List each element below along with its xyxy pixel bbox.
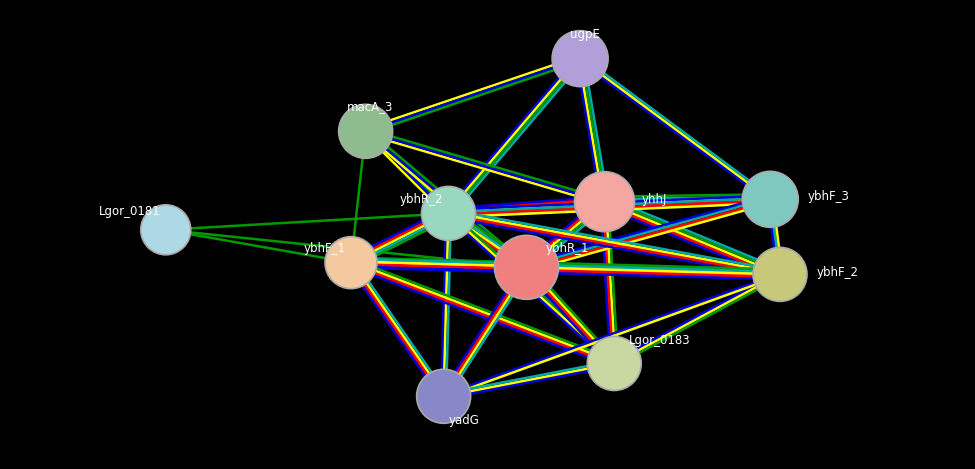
Ellipse shape: [753, 247, 807, 302]
Text: ybhF_2: ybhF_2: [817, 265, 859, 279]
Ellipse shape: [742, 171, 799, 227]
Ellipse shape: [421, 186, 476, 241]
Text: ybhR_1: ybhR_1: [546, 242, 590, 255]
Text: ybhR_2: ybhR_2: [400, 193, 444, 206]
Ellipse shape: [587, 336, 642, 391]
Ellipse shape: [552, 30, 608, 87]
Text: macA_3: macA_3: [347, 100, 394, 113]
Ellipse shape: [338, 104, 393, 159]
Ellipse shape: [574, 172, 635, 232]
Text: ybhF_3: ybhF_3: [807, 190, 849, 204]
Ellipse shape: [140, 205, 191, 255]
Text: Lgor_0183: Lgor_0183: [629, 333, 690, 347]
Ellipse shape: [325, 237, 377, 288]
Ellipse shape: [416, 369, 471, 424]
Text: Lgor_0181: Lgor_0181: [99, 205, 161, 219]
Text: yadG: yadG: [448, 414, 480, 427]
Text: yhhJ: yhhJ: [642, 193, 667, 206]
Text: ugpE: ugpE: [570, 28, 600, 41]
Ellipse shape: [494, 235, 559, 299]
Text: ybhF_1: ybhF_1: [304, 242, 346, 255]
